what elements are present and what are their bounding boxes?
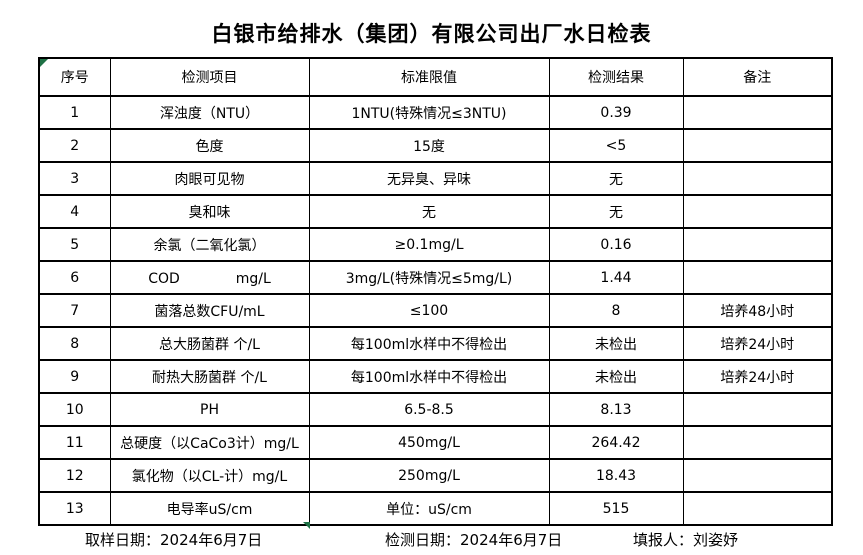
cell-remark (682, 95, 833, 130)
cell-no: 5 (38, 227, 111, 262)
test-date-value: 2024年6月7日 (460, 531, 563, 549)
cell-no: 9 (38, 359, 111, 394)
cell-no: 10 (38, 392, 111, 427)
cell-result: 8 (548, 293, 684, 328)
cell-item: 总大肠菌群 个/L (109, 326, 310, 361)
cell-result: 0.16 (548, 227, 684, 262)
cell-item: COD mg/L (109, 260, 310, 295)
col-header-no: 序号 (38, 57, 111, 97)
cell-item: 臭和味 (109, 194, 310, 229)
cell-remark (682, 194, 833, 229)
cell-result: 18.43 (548, 458, 684, 493)
page-title: 白银市给排水（集团）有限公司出厂水日检表 (211, 22, 652, 46)
cell-item: PH (109, 392, 310, 427)
header-row: 序号 检测项目 标准限值 检测结果 备注 (38, 57, 833, 97)
cell-remark: 培养24小时 (682, 359, 833, 394)
cell-remark: 培养24小时 (682, 326, 833, 361)
cell-limit: 250mg/L (308, 458, 550, 493)
table-row: 6 COD mg/L 3mg/L(特殊情况≤5mg/L) 1.44 (38, 260, 833, 295)
cell-remark (682, 227, 833, 262)
cell-remark (682, 161, 833, 196)
cell-limit: 1NTU(特殊情况≤3NTU) (308, 95, 550, 130)
cell-item: 氯化物（以CL-计）mg/L (109, 458, 310, 493)
cell-item: 肉眼可见物 (109, 161, 310, 196)
cell-result: 未检出 (548, 326, 684, 361)
cell-remark: 培养48小时 (682, 293, 833, 328)
reporter-label: 填报人： (633, 531, 694, 549)
cell-result: 未检出 (548, 359, 684, 394)
cell-remark (682, 392, 833, 427)
cell-limit: 每100ml水样中不得检出 (308, 326, 550, 361)
cell-no: 11 (38, 425, 111, 460)
cell-result: 无 (548, 194, 684, 229)
cell-no: 2 (38, 128, 111, 163)
table-row: 13 电导率uS/cm 单位：uS/cm 515 (38, 491, 833, 526)
cell-no: 13 (38, 491, 111, 526)
cell-limit: 15度 (308, 128, 550, 163)
cell-limit: 单位：uS/cm (308, 491, 550, 526)
cell-no: 7 (38, 293, 111, 328)
table-row: 1 浑浊度（NTU） 1NTU(特殊情况≤3NTU) 0.39 (38, 95, 833, 130)
inspection-table: 序号 检测项目 标准限值 检测结果 备注 1 浑浊度（NTU） 1NTU(特殊情… (38, 57, 833, 526)
cell-limit: 无 (308, 194, 550, 229)
table-row: 8 总大肠菌群 个/L 每100ml水样中不得检出 未检出 培养24小时 (38, 326, 833, 361)
table-row: 5 余氯（二氧化氯） ≥0.1mg/L 0.16 (38, 227, 833, 262)
col-header-result: 检测结果 (548, 57, 684, 97)
reporter-value: 刘姿妤 (693, 531, 739, 549)
cell-remark (682, 458, 833, 493)
test-date-label: 检测日期： (385, 531, 461, 549)
cell-limit: ≤100 (308, 293, 550, 328)
excel-corner-marker-icon (40, 60, 48, 67)
cell-no: 8 (38, 326, 111, 361)
cell-result: 0.39 (548, 95, 684, 130)
cell-limit: ≥0.1mg/L (308, 227, 550, 262)
col-header-no-label: 序号 (60, 70, 89, 86)
cell-remark (682, 491, 833, 526)
table-row: 2 色度 15度 <5 (38, 128, 833, 163)
cell-limit: 每100ml水样中不得检出 (308, 359, 550, 394)
cell-limit: 6.5-8.5 (308, 392, 550, 427)
table-row: 3 肉眼可见物 无异臭、异味 无 (38, 161, 833, 196)
sampling-date-value: 2024年6月7日 (160, 531, 263, 549)
cell-item: 电导率uS/cm (109, 491, 310, 526)
table-row: 10 PH 6.5-8.5 8.13 (38, 392, 833, 427)
cell-no: 1 (38, 95, 111, 130)
reporter: 填报人：刘姿妤 (633, 529, 738, 550)
cell-item: 总硬度（以CaCo3计）mg/L (109, 425, 310, 460)
col-header-item: 检测项目 (109, 57, 310, 97)
table-row: 9 耐热大肠菌群 个/L 每100ml水样中不得检出 未检出 培养24小时 (38, 359, 833, 394)
cell-limit: 3mg/L(特殊情况≤5mg/L) (308, 260, 550, 295)
table-row: 12 氯化物（以CL-计）mg/L 250mg/L 18.43 (38, 458, 833, 493)
cell-result: 1.44 (548, 260, 684, 295)
excel-bottom-marker-icon (303, 522, 310, 529)
cell-item: 色度 (109, 128, 310, 163)
cell-item: 浑浊度（NTU） (109, 95, 310, 130)
test-date: 检测日期：2024年6月7日 (385, 529, 562, 550)
cell-result: 8.13 (548, 392, 684, 427)
cell-item: 菌落总数CFU/mL (109, 293, 310, 328)
cell-limit: 无异臭、异味 (308, 161, 550, 196)
cell-no: 6 (38, 260, 111, 295)
cell-remark (682, 260, 833, 295)
cell-item: 耐热大肠菌群 个/L (109, 359, 310, 394)
table-row: 4 臭和味 无 无 (38, 194, 833, 229)
cell-item: 余氯（二氧化氯） (109, 227, 310, 262)
cell-result: <5 (548, 128, 684, 163)
cell-remark (682, 128, 833, 163)
col-header-remark: 备注 (682, 57, 833, 97)
table-row: 11 总硬度（以CaCo3计）mg/L 450mg/L 264.42 (38, 425, 833, 460)
cell-result: 515 (548, 491, 684, 526)
cell-result: 264.42 (548, 425, 684, 460)
cell-no: 4 (38, 194, 111, 229)
cell-limit: 450mg/L (308, 425, 550, 460)
sampling-date-label: 取样日期： (85, 531, 161, 549)
table-row: 7 菌落总数CFU/mL ≤100 8 培养48小时 (38, 293, 833, 328)
cell-result: 无 (548, 161, 684, 196)
cell-no: 3 (38, 161, 111, 196)
cell-no: 12 (38, 458, 111, 493)
col-header-limit: 标准限值 (308, 57, 550, 97)
cell-remark (682, 425, 833, 460)
sampling-date: 取样日期：2024年6月7日 (85, 529, 262, 550)
